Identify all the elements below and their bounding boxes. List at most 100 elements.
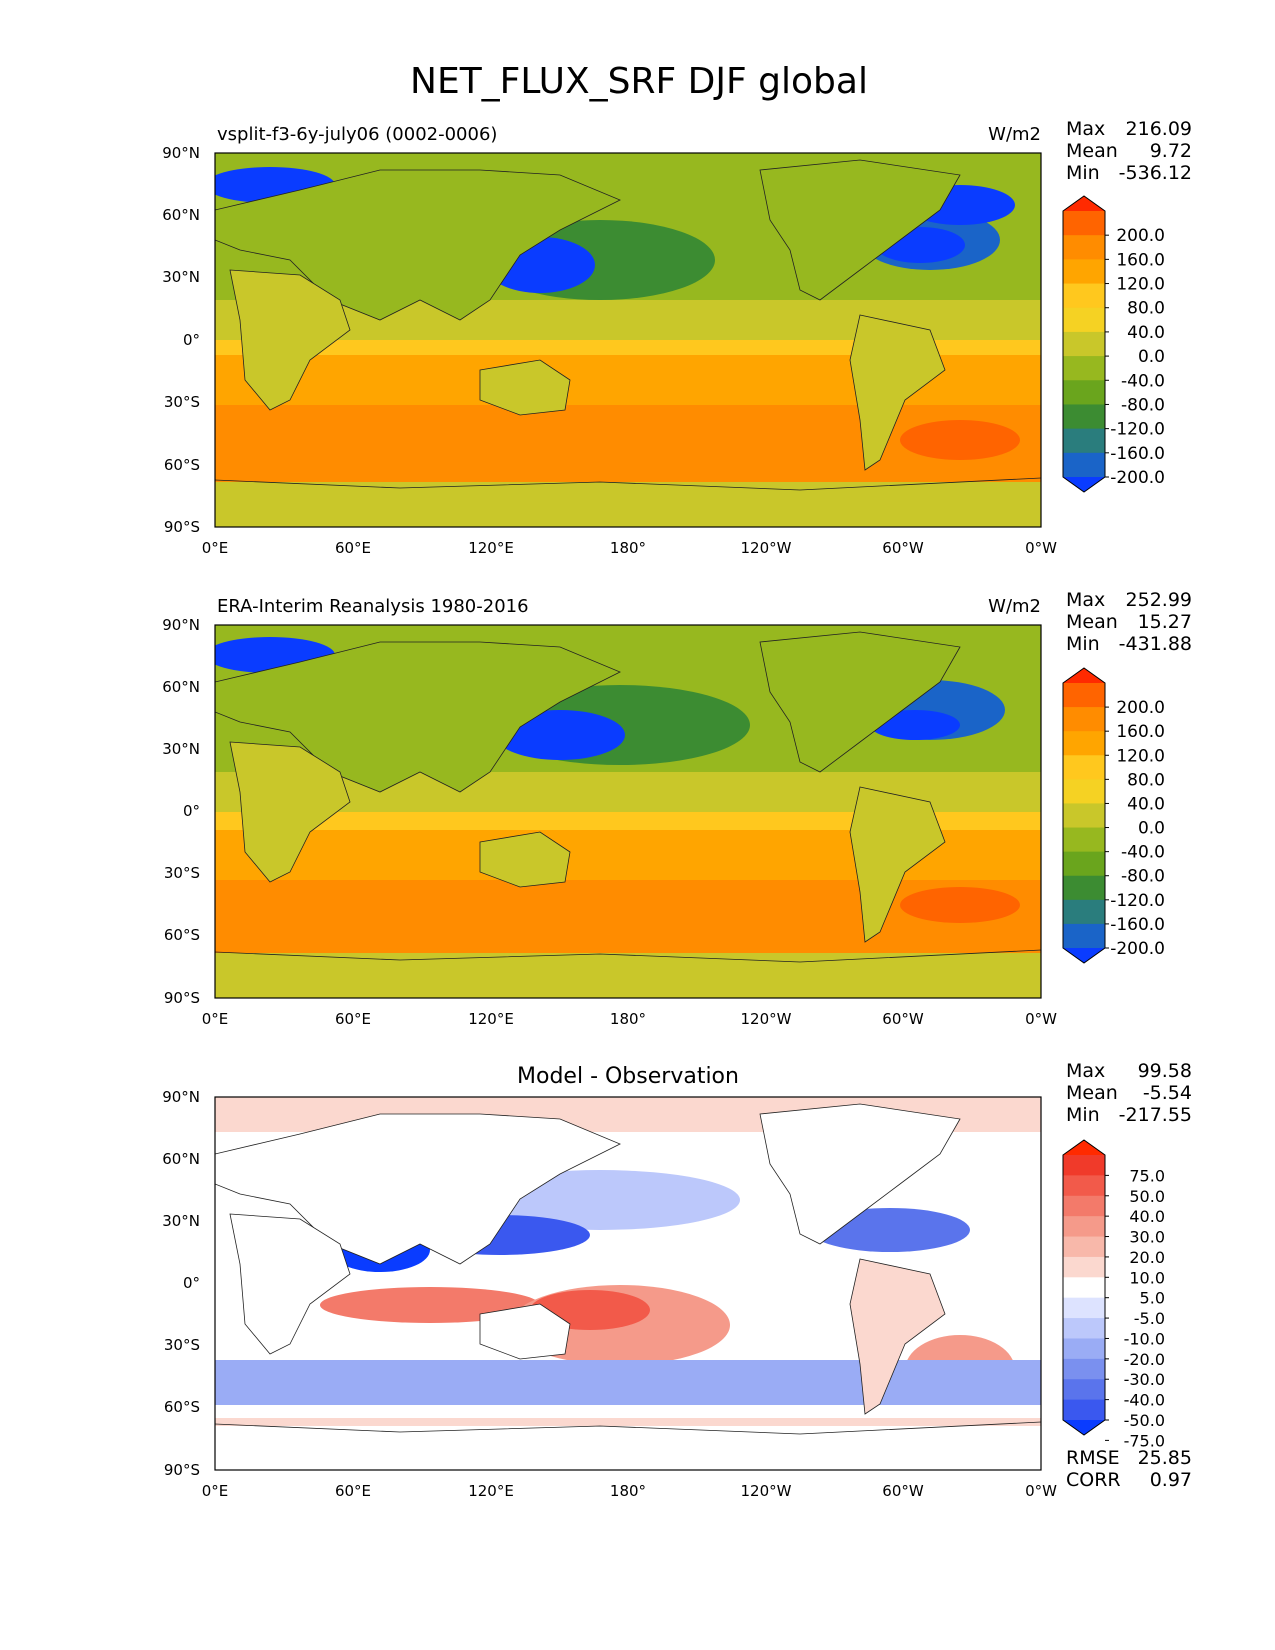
stat-min-label: Min — [1066, 162, 1100, 184]
colorbar-segment — [1063, 851, 1105, 877]
corr-value: 0.97 — [1150, 1469, 1192, 1491]
lat-tick-label: 30°S — [164, 1336, 200, 1354]
australia — [479, 1303, 571, 1360]
antarctica-coast — [215, 477, 1041, 491]
panel-0-title: vsplit-f3-6y-july06 (0002-0006) — [217, 124, 497, 145]
colorbar-tick-label: 80.0 — [1127, 299, 1165, 319]
lat-tick-label: 90°N — [162, 1088, 200, 1106]
lat-tick-label: 90°N — [162, 144, 200, 162]
colorbar-tick-label: -50.0 — [1124, 1411, 1165, 1430]
panel-1: ERA-Interim Reanalysis 1980-2016 W/m2 Ma… — [162, 589, 1192, 1028]
north-america — [759, 1103, 961, 1245]
colorbar-tick-label: 40.0 — [1127, 794, 1165, 814]
lon-tick-label: 0°E — [202, 1482, 229, 1500]
colorbar-tick-label: -200.0 — [1110, 468, 1165, 488]
stat-min-label: Min — [1066, 633, 1100, 655]
eurasia — [215, 641, 621, 793]
colorbar-segment — [1063, 356, 1105, 381]
panel-0-stats: Max 216.09 Mean 9.72 Min -536.12 — [1066, 118, 1192, 184]
panel-1-units: W/m2 — [988, 596, 1041, 617]
australia — [479, 831, 571, 888]
lon-tick-label: 120°W — [741, 1482, 792, 1500]
lon-tick-label: 0°W — [1025, 1010, 1057, 1028]
colorbar-segment — [1063, 331, 1105, 357]
corr-label: CORR — [1066, 1469, 1121, 1491]
colorbar-tick-label: -40.0 — [1121, 843, 1165, 863]
colorbar-tick-label: -40.0 — [1121, 371, 1165, 391]
colorbar-tick-label: 75.0 — [1129, 1166, 1165, 1185]
stat-max-value: 216.09 — [1126, 118, 1192, 140]
colorbar-tick-label: 20.0 — [1129, 1248, 1165, 1267]
colorbar-segment — [1063, 1358, 1105, 1380]
colorbar-segment — [1063, 307, 1105, 333]
colorbar-tick-label: 10.0 — [1129, 1268, 1165, 1287]
eurasia — [215, 1113, 621, 1265]
lat-tick-label: 60°N — [162, 1150, 200, 1168]
colorbar-segment — [1063, 731, 1105, 756]
panel-2-frame — [214, 1096, 1042, 1471]
panel-2-title: Model - Observation — [517, 1064, 739, 1089]
colorbar-extend-bottom — [1063, 477, 1105, 492]
panel-1-colorbar: 200.0 160.0 120.0 80.0 40.0 0.0 -40.0 -80.0 -120… — [1062, 667, 1165, 964]
colorbar-segment — [1063, 1155, 1105, 1176]
lat-tick-label: 0° — [183, 802, 200, 820]
stat-max-label: Max — [1066, 589, 1105, 611]
north-america — [759, 159, 961, 301]
colorbar-segment — [1063, 1256, 1105, 1278]
stat-min-value: -217.55 — [1119, 1104, 1192, 1126]
panel-2-map — [215, 1097, 1041, 1470]
colorbar-segment — [1063, 404, 1105, 430]
stat-mean-value: -5.54 — [1143, 1082, 1192, 1104]
colorbar-tick-label: 5.0 — [1140, 1289, 1165, 1308]
panel-1-stats: Max 252.99 Mean 15.27 Min -431.88 — [1066, 589, 1192, 655]
stat-max-label: Max — [1066, 1060, 1105, 1082]
africa — [229, 269, 351, 411]
colorbar-segment — [1063, 683, 1105, 708]
south-america — [849, 786, 946, 943]
south-atlantic-warming — [900, 887, 1020, 923]
lon-tick-label: 60°E — [335, 539, 371, 557]
colorbar-segment — [1063, 755, 1105, 780]
colorbar-tick-label: 0.0 — [1138, 819, 1165, 839]
colorbar-tick-label: -80.0 — [1121, 867, 1165, 887]
rmse-label: RMSE — [1066, 1447, 1120, 1469]
australia — [479, 359, 571, 416]
lat-tick-label: 60°S — [164, 1398, 200, 1416]
lat-tick-label: 30°N — [162, 268, 200, 286]
panel-2: Model - Observation Max 99.58 Mean -5.54… — [162, 1060, 1192, 1500]
colorbar-tick-label: 40.0 — [1127, 323, 1165, 343]
panel-0-lon-axis: 0°E 60°E 120°E 180° 120°W 60°W 0°W — [202, 539, 1057, 557]
colorbar-tick-label: -10.0 — [1124, 1329, 1165, 1348]
antarctic-band — [215, 953, 1041, 998]
africa — [229, 1213, 351, 1355]
lat-tick-label: 60°S — [164, 456, 200, 474]
lon-tick-label: 0°W — [1025, 539, 1057, 557]
lon-tick-label: 0°W — [1025, 1482, 1057, 1500]
colorbar-tick-label: 120.0 — [1116, 275, 1165, 295]
stat-max-value: 252.99 — [1126, 589, 1192, 611]
colorbar-tick-label: 50.0 — [1129, 1187, 1165, 1206]
lat-tick-label: 30°N — [162, 740, 200, 758]
lat-tick-label: 60°S — [164, 926, 200, 944]
stat-mean-value: 15.27 — [1138, 611, 1192, 633]
lon-tick-label: 180° — [610, 539, 646, 557]
rmse-value: 25.85 — [1138, 1447, 1192, 1469]
panel-0: vsplit-f3-6y-july06 (0002-0006) W/m2 Max… — [162, 118, 1192, 557]
stat-min-label: Min — [1066, 1104, 1100, 1126]
colorbar-segment — [1063, 283, 1105, 309]
panel-2-stats: Max 99.58 Mean -5.54 Min -217.55 — [1066, 1060, 1192, 1126]
colorbar-segment — [1063, 1175, 1105, 1197]
south-america — [849, 1258, 946, 1415]
colorbar-extend-bottom — [1063, 948, 1105, 963]
panel-0-units: W/m2 — [988, 124, 1041, 145]
lon-tick-label: 120°E — [468, 1482, 514, 1500]
panel-2-metrics: RMSE 25.85 CORR 0.97 — [1066, 1447, 1192, 1491]
colorbar-tick-label: -75.0 — [1124, 1431, 1165, 1450]
colorbar-extend-bottom — [1063, 1420, 1105, 1435]
stat-mean-value: 9.72 — [1150, 140, 1192, 162]
stat-mean-label: Mean — [1066, 1082, 1118, 1104]
panel-0-frame — [214, 152, 1042, 528]
figure-title: NET_FLUX_SRF DJF global — [410, 61, 868, 102]
colorbar-tick-label: -80.0 — [1121, 395, 1165, 415]
colorbar-tick-label: 200.0 — [1116, 698, 1165, 718]
